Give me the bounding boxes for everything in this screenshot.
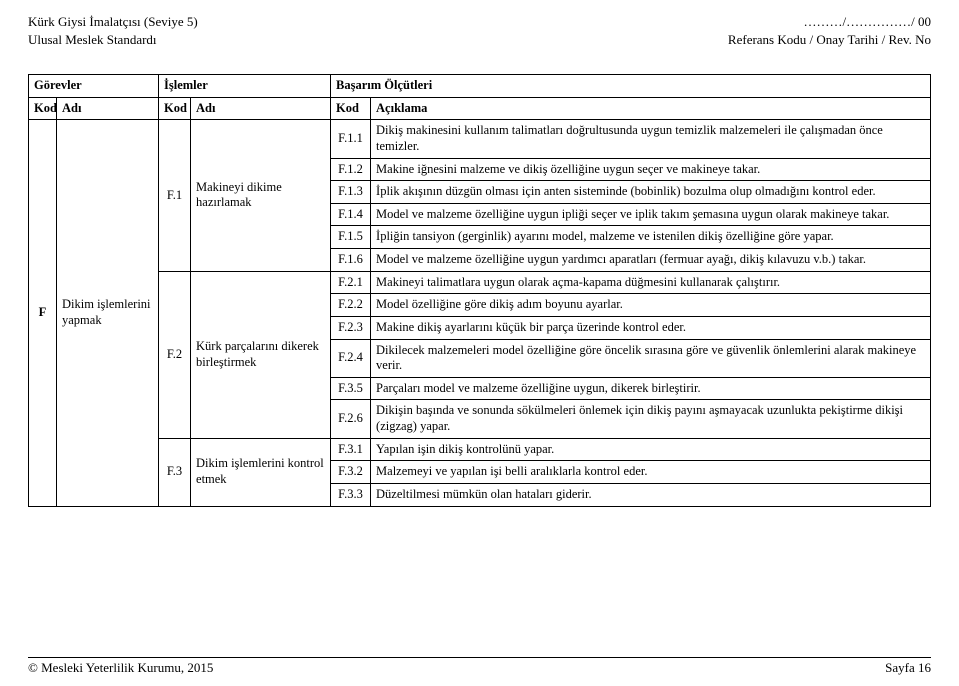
- olcut-txt: İpliğin tansiyon (gerginlik) ayarını mod…: [371, 226, 931, 249]
- islem-kod-f2: F.2: [159, 271, 191, 438]
- olcut-kod: F.2.1: [331, 271, 371, 294]
- olcut-txt: Dikişin başında ve sonunda sökülmeleri ö…: [371, 400, 931, 438]
- olcut-kod: F.2.6: [331, 400, 371, 438]
- olcut-kod: F.1.6: [331, 249, 371, 272]
- olcut-txt: Makine dikiş ayarlarını küçük bir parça …: [371, 316, 931, 339]
- header-right-2: Referans Kodu / Onay Tarihi / Rev. No: [728, 32, 931, 48]
- olcut-kod: F.3.1: [331, 438, 371, 461]
- olcut-txt: Model ve malzeme özelliğine uygun yardım…: [371, 249, 931, 272]
- header-left-2: Ulusal Meslek Standardı: [28, 32, 157, 48]
- th-kod-3: Kod: [331, 97, 371, 120]
- olcut-txt: İplik akışının düzgün olması için anten …: [371, 181, 931, 204]
- th-basarim: Başarım Ölçütleri: [331, 75, 931, 98]
- olcut-kod: F.3.5: [331, 377, 371, 400]
- olcut-txt: Dikiş makinesini kullanım talimatları do…: [371, 120, 931, 158]
- footer-right: Sayfa 16: [885, 660, 931, 676]
- footer-divider: [28, 657, 931, 658]
- olcut-kod: F.3.2: [331, 461, 371, 484]
- olcut-txt: Makine iğnesini malzeme ve dikiş özelliğ…: [371, 158, 931, 181]
- page-footer: © Mesleki Yeterlilik Kurumu, 2015 Sayfa …: [28, 657, 931, 676]
- olcut-txt: Parçaları model ve malzeme özelliğine uy…: [371, 377, 931, 400]
- th-adi-2: Adı: [191, 97, 331, 120]
- th-adi-1: Adı: [57, 97, 159, 120]
- gorev-adi: Dikim işlemlerini yapmak: [57, 120, 159, 506]
- olcut-txt: Malzemeyi ve yapılan işi belli aralıklar…: [371, 461, 931, 484]
- olcut-kod: F.1.3: [331, 181, 371, 204]
- islem-adi-f3: Dikim işlemlerini kontrol etmek: [191, 438, 331, 506]
- olcut-kod: F.2.2: [331, 294, 371, 317]
- th-aciklama: Açıklama: [371, 97, 931, 120]
- olcut-txt: Makineyi talimatlara uygun olarak açma-k…: [371, 271, 931, 294]
- islem-kod-f3: F.3: [159, 438, 191, 506]
- islem-adi-f1: Makineyi dikime hazırlamak: [191, 120, 331, 271]
- olcut-kod: F.1.4: [331, 203, 371, 226]
- olcut-kod: F.2.4: [331, 339, 371, 377]
- islem-kod-f1: F.1: [159, 120, 191, 271]
- olcut-txt: Model özelliğine göre dikiş adım boyunu …: [371, 294, 931, 317]
- olcut-kod: F.1.2: [331, 158, 371, 181]
- olcut-kod: F.2.3: [331, 316, 371, 339]
- gorev-kod: F: [29, 120, 57, 506]
- olcut-kod: F.1.5: [331, 226, 371, 249]
- islem-adi-f2: Kürk parçalarını dikerek birleştirmek: [191, 271, 331, 438]
- olcut-txt: Model ve malzeme özelliğine uygun ipliği…: [371, 203, 931, 226]
- header-right-1: ………/……………/ 00: [804, 14, 931, 30]
- th-kod-2: Kod: [159, 97, 191, 120]
- th-islemler: İşlemler: [159, 75, 331, 98]
- olcut-txt: Dikilecek malzemeleri model özelliğine g…: [371, 339, 931, 377]
- olcut-txt: Düzeltilmesi mümkün olan hataları gideri…: [371, 483, 931, 506]
- footer-left: © Mesleki Yeterlilik Kurumu, 2015: [28, 660, 213, 676]
- standards-table: Görevler İşlemler Başarım Ölçütleri Kod …: [28, 74, 931, 507]
- olcut-txt: Yapılan işin dikiş kontrolünü yapar.: [371, 438, 931, 461]
- header-left-1: Kürk Giysi İmalatçısı (Seviye 5): [28, 14, 198, 30]
- olcut-kod: F.3.3: [331, 483, 371, 506]
- th-gorevler: Görevler: [29, 75, 159, 98]
- olcut-kod: F.1.1: [331, 120, 371, 158]
- th-kod-1: Kod: [29, 97, 57, 120]
